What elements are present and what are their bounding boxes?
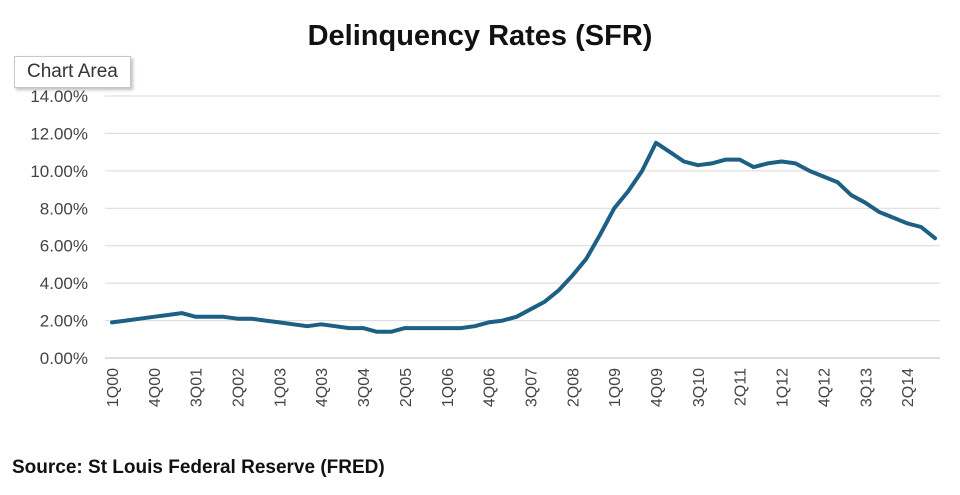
x-tick-label: 1Q12 xyxy=(775,368,792,407)
x-tick-label: 3Q13 xyxy=(858,368,875,407)
series-layer xyxy=(110,140,937,334)
y-tick-label: 0.00% xyxy=(40,349,88,368)
y-tick-label: 12.00% xyxy=(30,124,88,143)
x-tick-label: 3Q07 xyxy=(523,368,540,407)
y-axis-ticks: 0.00% 2.00% 4.00% 6.00% 8.00% 10.00% 12.00% 14.… xyxy=(30,87,88,368)
x-axis-ticks: 1Q00 4Q00 3Q01 2Q02 1Q03 4Q03 3Q04 2Q05 1Q06 4Q06… xyxy=(105,368,917,407)
y-tick-label: 14.00% xyxy=(30,87,88,106)
x-tick-label: 1Q03 xyxy=(272,368,289,407)
x-tick-label: 2Q11 xyxy=(733,368,750,406)
x-tick-label: 1Q06 xyxy=(440,368,457,407)
x-tick-label: 4Q09 xyxy=(649,368,666,407)
x-tick-label: 4Q06 xyxy=(482,368,499,407)
y-tick-label: 8.00% xyxy=(40,199,88,218)
x-tick-label: 1Q00 xyxy=(105,368,122,407)
source-note: Source: St Louis Federal Reserve (FRED) xyxy=(12,457,385,478)
chart-title: Delinquency Rates (SFR) xyxy=(307,20,653,52)
x-tick-label: 2Q14 xyxy=(900,368,917,407)
y-tick-label: 6.00% xyxy=(40,237,88,256)
y-tick-label: 2.00% xyxy=(40,312,88,331)
x-tick-label: 3Q10 xyxy=(691,368,708,407)
chart-area-tooltip: Chart Area xyxy=(14,56,131,88)
x-tick-label: 2Q05 xyxy=(398,368,415,407)
x-tick-label: 4Q00 xyxy=(147,368,164,407)
x-tick-label: 4Q12 xyxy=(816,368,833,407)
x-tick-label: 1Q09 xyxy=(607,368,624,407)
x-tick-label: 2Q02 xyxy=(231,368,248,407)
x-tick-label: 2Q08 xyxy=(565,368,582,407)
x-tick-label: 4Q03 xyxy=(314,368,331,407)
x-tick-label: 3Q04 xyxy=(356,368,373,407)
y-tick-label: 4.00% xyxy=(40,274,88,293)
y-tick-label: 10.00% xyxy=(30,162,88,181)
delinquency-rate-line xyxy=(110,140,937,334)
x-tick-label: 3Q01 xyxy=(189,368,206,407)
